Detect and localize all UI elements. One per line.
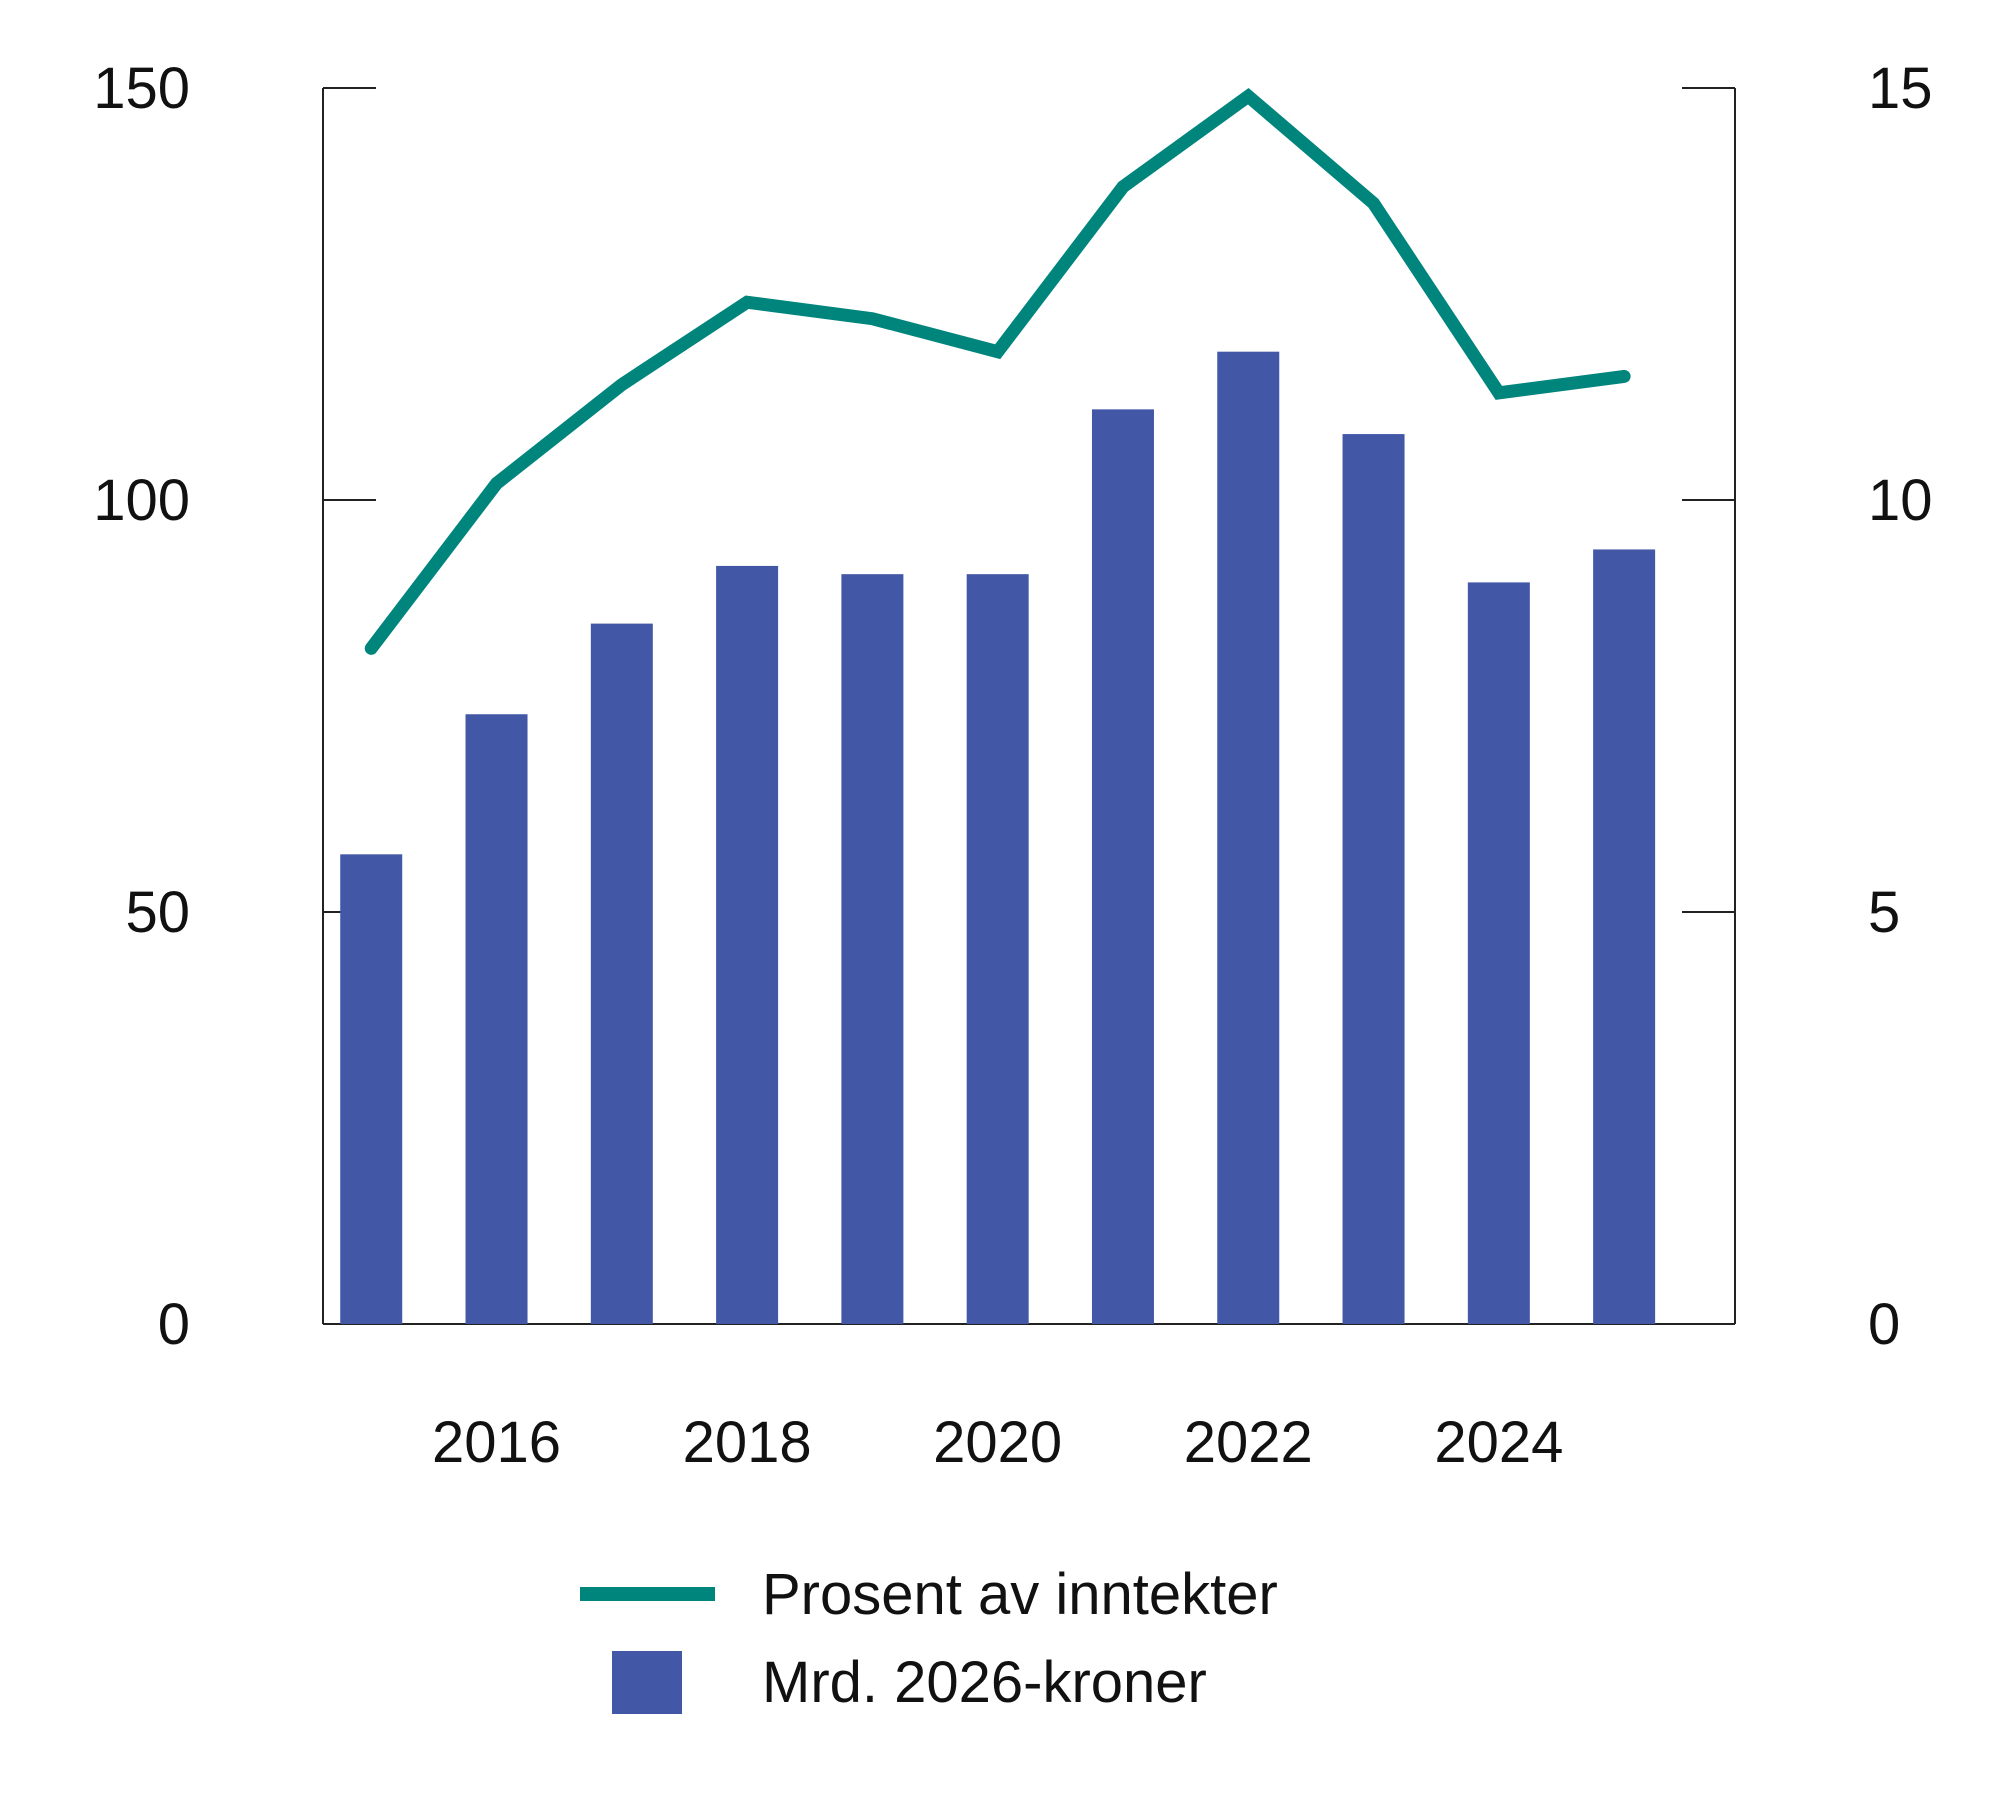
line-prosent-av-inntekter (364, 87, 1631, 655)
line-series (364, 87, 1631, 655)
bars (340, 351, 1656, 1325)
right-tick-label: 0 (1868, 1292, 1900, 1357)
bar-2019 (841, 574, 904, 1324)
legend-label-billion: Mrd. 2026-kroner (762, 1650, 1207, 1715)
bar-2023 (1342, 434, 1405, 1325)
right-tick-label: 15 (1868, 56, 1933, 121)
x-tick-label: 2020 (933, 1410, 1062, 1475)
right-tick-label: 5 (1868, 880, 1900, 945)
x-tick-label: 2022 (1184, 1410, 1313, 1475)
bar-2017 (590, 623, 653, 1324)
bar-2025 (1593, 549, 1656, 1324)
bar-2015 (340, 854, 403, 1324)
left-tick-label: 0 (158, 1292, 190, 1357)
x-tick-label: 2016 (432, 1410, 561, 1475)
left-tick-label: 100 (93, 468, 190, 533)
x-tick-label: 2024 (1434, 1410, 1563, 1475)
right-tick-label: 10 (1868, 468, 1933, 533)
bar-2016 (465, 714, 528, 1324)
left-tick-label: 150 (93, 56, 190, 121)
legend: Prosent av inntekter Mrd. 2026-kroner (580, 1562, 1278, 1715)
bar-2021 (1091, 409, 1154, 1324)
bar-2022 (1217, 351, 1280, 1324)
axes: 0 50 100 150 0 5 10 15 2016 2018 2020 2022 2024 (93, 56, 1932, 1475)
bar-2018 (716, 565, 779, 1324)
left-tick-label: 50 (125, 880, 190, 945)
bar-2024 (1467, 582, 1530, 1324)
legend-bar-swatch (612, 1651, 682, 1714)
bar-2020 (966, 574, 1029, 1324)
legend-label-percent: Prosent av inntekter (762, 1562, 1278, 1627)
x-tick-label: 2018 (683, 1410, 812, 1475)
